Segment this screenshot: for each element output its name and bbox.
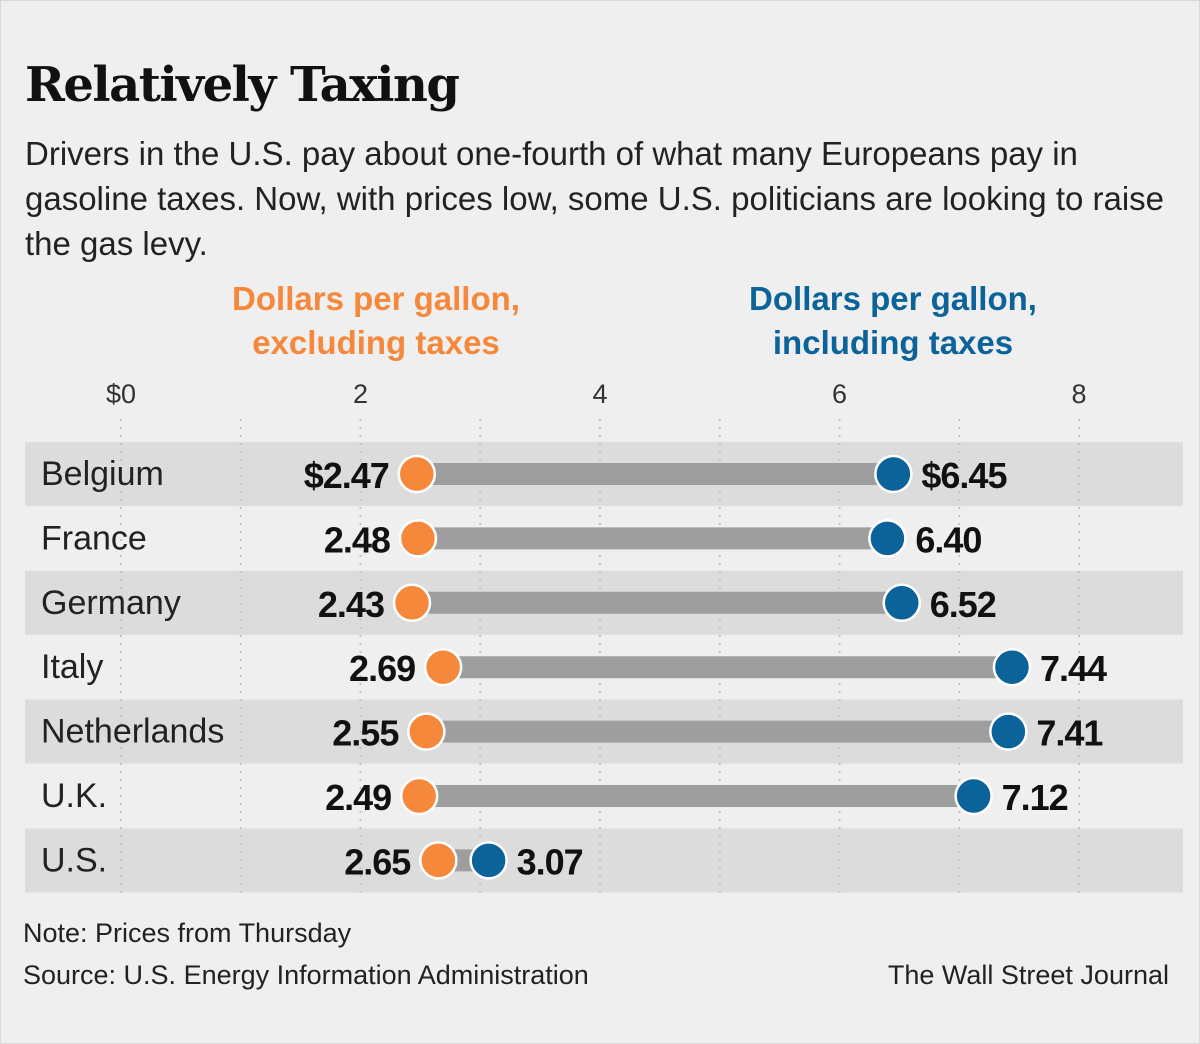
legend-excluding-taxes: Dollars per gallon, excluding taxes xyxy=(232,280,520,361)
point-including-taxes xyxy=(469,841,508,880)
row-label: U.K. xyxy=(41,777,107,815)
row-label: Belgium xyxy=(41,455,164,493)
data-label-excluding: 2.48 xyxy=(324,519,390,560)
x-tick-label: 8 xyxy=(1071,379,1086,409)
data-label-excluding: $2.47 xyxy=(304,455,389,496)
point-excluding-taxes xyxy=(392,583,432,623)
point-including-taxes xyxy=(874,454,913,494)
point-excluding-taxes xyxy=(419,841,458,880)
data-label-including: 6.52 xyxy=(930,584,996,625)
data-label-including: $6.45 xyxy=(921,455,1007,496)
legend-including-taxes: Dollars per gallon, including taxes xyxy=(749,280,1037,361)
point-excluding-taxes xyxy=(423,647,463,687)
x-tick-label: 2 xyxy=(353,379,368,409)
row-label: Italy xyxy=(41,648,103,686)
x-tick-label: 6 xyxy=(832,379,847,409)
data-label-excluding: 2.65 xyxy=(344,841,411,882)
point-excluding-taxes xyxy=(407,712,446,751)
point-including-taxes xyxy=(882,583,922,623)
x-tick-label: $0 xyxy=(106,379,136,409)
chart-title: Relatively Taxing xyxy=(25,57,460,113)
chart-subtitle: Drivers in the U.S. pay about one-fourth… xyxy=(25,135,1165,262)
data-label-including: 6.40 xyxy=(915,519,981,560)
point-including-taxes xyxy=(868,519,907,558)
point-excluding-taxes xyxy=(397,454,437,494)
data-label-excluding: 2.49 xyxy=(325,777,391,818)
point-excluding-taxes xyxy=(398,519,438,558)
data-label-including: 7.41 xyxy=(1036,713,1103,754)
data-label-including: 7.44 xyxy=(1040,648,1107,689)
row-label: Germany xyxy=(41,584,181,622)
row-band xyxy=(25,828,1183,893)
data-label-including: 7.12 xyxy=(1002,777,1068,818)
row-label: France xyxy=(41,519,147,557)
point-including-taxes xyxy=(992,647,1032,687)
x-tick-label: 4 xyxy=(592,379,607,409)
data-label-excluding: 2.69 xyxy=(349,648,415,689)
row-label: Netherlands xyxy=(41,713,224,751)
data-label-including: 3.07 xyxy=(517,841,583,882)
dumbbell-plot: $0 2 4 6 8 Belgium $2.47 $6.45 France 2.48 6.40 Ger… xyxy=(25,379,1183,893)
point-including-taxes xyxy=(989,712,1028,751)
chart-note: Note: Prices from Thursday xyxy=(23,918,352,948)
data-label-excluding: 2.43 xyxy=(318,584,384,625)
row-label: U.S. xyxy=(41,841,107,879)
point-including-taxes xyxy=(954,776,993,816)
point-excluding-taxes xyxy=(399,776,439,816)
chart-source: Source: U.S. Energy Information Administ… xyxy=(23,960,589,990)
chart-credit: The Wall Street Journal xyxy=(887,960,1169,990)
data-label-excluding: 2.55 xyxy=(332,713,399,754)
